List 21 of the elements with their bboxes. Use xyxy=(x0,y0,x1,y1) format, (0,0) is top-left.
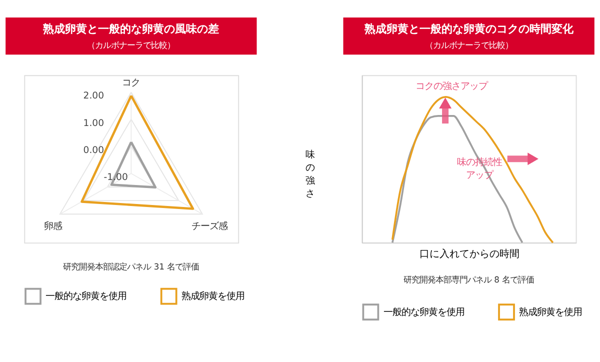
legend-label: 熟成卵黄を使用 xyxy=(181,291,244,302)
spoke-label: コク xyxy=(122,77,140,88)
legend-label: 熟成卵黄を使用 xyxy=(519,306,582,318)
spoke-label: 卵感 xyxy=(44,221,62,232)
y-tick-label: 0.00 xyxy=(83,144,104,156)
text: 研究開発本部認定パネル 31 名で評価 xyxy=(63,262,200,272)
chart-title: 熟成卵黄と一般的な卵黄のコクの時間変化 xyxy=(363,22,574,36)
y-tick-label: 2.00 xyxy=(83,90,104,102)
legend-label: 一般的な卵黄を使用 xyxy=(383,306,464,318)
chart-subtitle: （カルボナーラで比較） xyxy=(87,40,176,50)
y-tick-label: -1.00 xyxy=(104,172,128,184)
y-tick-label: 1.00 xyxy=(83,118,104,129)
spoke-label: チーズ感 xyxy=(192,221,228,232)
y-axis-title: 味の強さ xyxy=(306,149,315,200)
chart-title: 熟成卵黄と一般的な卵黄の風味の差 xyxy=(42,22,220,36)
annotation: 味の持続性アップ xyxy=(457,157,502,182)
legend-label: 一般的な卵黄を使用 xyxy=(46,291,127,302)
chart-subtitle: （カルボナーラで比較） xyxy=(424,40,513,50)
text: コクの強さアップ xyxy=(416,81,489,92)
x-axis-title: 口に入れてからの時間 xyxy=(419,248,520,260)
text: 研究開発本部専門パネル 8 名で評価 xyxy=(404,274,534,285)
